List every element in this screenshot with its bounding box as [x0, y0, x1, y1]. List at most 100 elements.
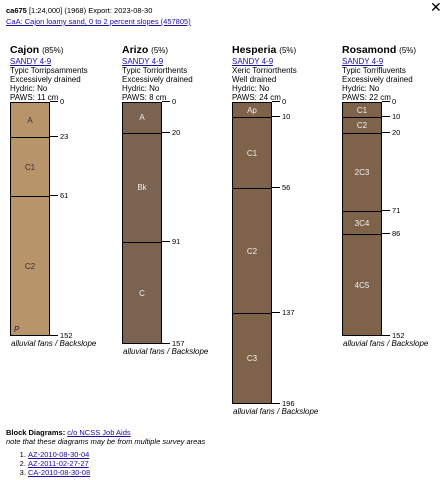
depth-tick: [272, 101, 280, 102]
depth-tick: [162, 342, 170, 344]
drainage-class: Well drained: [232, 75, 277, 84]
depth-tick: [382, 233, 390, 235]
horizon-label: C1: [24, 162, 36, 172]
horizon-boundary: [123, 132, 161, 134]
block-diagrams-note: note that these diagrams may be from mul…: [6, 437, 206, 446]
list-item: CA-2010-08-30-08: [28, 468, 205, 477]
component-percent: (5%): [151, 46, 169, 55]
horizon-label: C2: [246, 246, 258, 256]
horizon-boundary: [233, 188, 271, 190]
depth-tick: [382, 335, 390, 337]
horizon-boundary: [233, 117, 271, 119]
taxonomy: Typic Torriorthents: [122, 66, 188, 75]
depth-label: 0: [282, 97, 287, 106]
depth-tick: [382, 131, 390, 133]
soil-group-link[interactable]: SANDY 4-9: [122, 57, 164, 66]
horizon-label: C2: [356, 121, 368, 131]
block-diagrams-title: Block Diagrams:: [6, 428, 66, 437]
component-name: Arizo (5%): [122, 44, 169, 56]
horizon-boundary: [11, 195, 49, 197]
hydric-status: Hydric: No: [232, 84, 270, 93]
depth-label: 0: [392, 97, 397, 106]
depth-tick: [50, 194, 58, 196]
block-diagram-link[interactable]: AZ-2011-02-27-27: [28, 459, 89, 468]
component-info: Rosamond (5%) SANDY 4-9 Typic Torrifluvent…: [342, 44, 416, 102]
component-info: Cajon (85%) SANDY 4-9 Typic Torripsamments…: [10, 44, 88, 102]
soil-profile-column: A Bk C: [122, 102, 162, 344]
depth-label: 152: [392, 331, 405, 341]
depth-label: 71: [392, 206, 401, 216]
horizon-boundary: [343, 117, 381, 119]
soil-group-link[interactable]: SANDY 4-9: [10, 57, 52, 66]
depth-tick: [272, 187, 280, 189]
block-diagrams: Block Diagrams: c/o NCSS Job Aids note t…: [6, 428, 205, 477]
paws-value: PAWS: 11 cm: [10, 93, 59, 102]
depth-tick: [50, 335, 58, 337]
horizon-label: C2: [24, 262, 36, 271]
landform-position: alluvial fans / Backslope: [233, 406, 319, 416]
horizon-boundary: [233, 312, 271, 314]
horizon-label: A: [139, 113, 145, 123]
depth-tick: [382, 210, 390, 212]
landform-position: alluvial fans / Backslope: [343, 339, 429, 349]
map-id: ca675: [6, 6, 27, 15]
depth-label: 196: [282, 398, 295, 408]
list-item: AZ-2011-02-27-27: [28, 459, 205, 468]
depth-tick: [272, 311, 280, 313]
paws-value: PAWS: 22 cm: [342, 93, 391, 102]
depth-tick: [382, 101, 390, 102]
horizon-boundary: [343, 132, 381, 134]
export-header: ca675 [1:24,000] (1968) Export: 2023-08-…: [6, 6, 152, 15]
horizon-label: C3: [246, 354, 258, 364]
horizon-label: 2C3: [354, 168, 370, 178]
component-name: Cajon (85%): [10, 44, 64, 56]
profile-marker: P: [14, 325, 20, 335]
depth-label: 137: [282, 307, 295, 317]
depth-label: 152: [60, 331, 73, 341]
soil-group-link[interactable]: SANDY 4-9: [342, 57, 384, 66]
block-diagram-list: AZ-2010-08-30-04 AZ-2011-02-27-27 CA-201…: [28, 450, 205, 477]
hydric-status: Hydric: No: [342, 84, 380, 93]
hydric-status: Hydric: No: [10, 84, 48, 93]
soil-profile-column: C1 C2 2C3 3C4 4C5: [342, 102, 382, 337]
depth-tick: [50, 101, 58, 102]
ncss-job-aids-link[interactable]: c/o NCSS Job Aids: [67, 428, 131, 437]
depth-tick: [162, 131, 170, 133]
horizon-label: 3C4: [354, 218, 370, 228]
horizon-boundary: [11, 137, 49, 139]
landform-position: alluvial fans / Backslope: [11, 339, 97, 349]
component-info: Hesperia (5%) SANDY 4-9 Xeric Torriorthent…: [232, 44, 297, 102]
depth-label: 61: [60, 190, 69, 200]
depth-label: 20: [172, 127, 181, 137]
block-diagram-link[interactable]: CA-2010-08-30-08: [28, 468, 91, 477]
component-name: Hesperia (5%): [232, 44, 297, 56]
soil-profile-column: Ap C1 C2 C3: [232, 102, 272, 404]
depth-tick: [272, 116, 280, 118]
component-percent: (5%): [399, 46, 417, 55]
depth-tick: [382, 116, 390, 118]
depth-tick: [50, 136, 58, 138]
taxonomy: Typic Torripsamments: [10, 66, 88, 75]
block-diagram-link[interactable]: AZ-2010-08-30-04: [28, 450, 90, 459]
landform-position: alluvial fans / Backslope: [123, 346, 209, 356]
depth-label: 86: [392, 229, 401, 239]
horizon-label: C1: [246, 148, 258, 158]
depth-label: 0: [172, 97, 177, 106]
depth-label: 0: [60, 97, 65, 106]
hydric-status: Hydric: No: [122, 84, 160, 93]
map-unit-link[interactable]: CaA: Cajon loamy sand, 0 to 2 percent sl…: [6, 17, 191, 26]
component-percent: (5%): [279, 46, 297, 55]
soil-group-link[interactable]: SANDY 4-9: [232, 57, 274, 66]
taxonomy: Xeric Torriorthents: [232, 66, 297, 75]
horizon-label: Ap: [247, 105, 257, 115]
close-icon[interactable]: ✕: [430, 0, 442, 15]
horizon-boundary: [343, 234, 381, 236]
depth-label: 91: [172, 237, 181, 247]
component-percent: (85%): [42, 46, 64, 55]
soil-profile-column: A C1 C2: [10, 102, 50, 337]
drainage-class: Excessively drained: [122, 75, 193, 84]
depth-label: 56: [282, 183, 291, 193]
drainage-class: Excessively drained: [342, 75, 413, 84]
depth-label: 10: [392, 112, 401, 122]
export-date: Export: 2023-08-30: [88, 6, 153, 15]
